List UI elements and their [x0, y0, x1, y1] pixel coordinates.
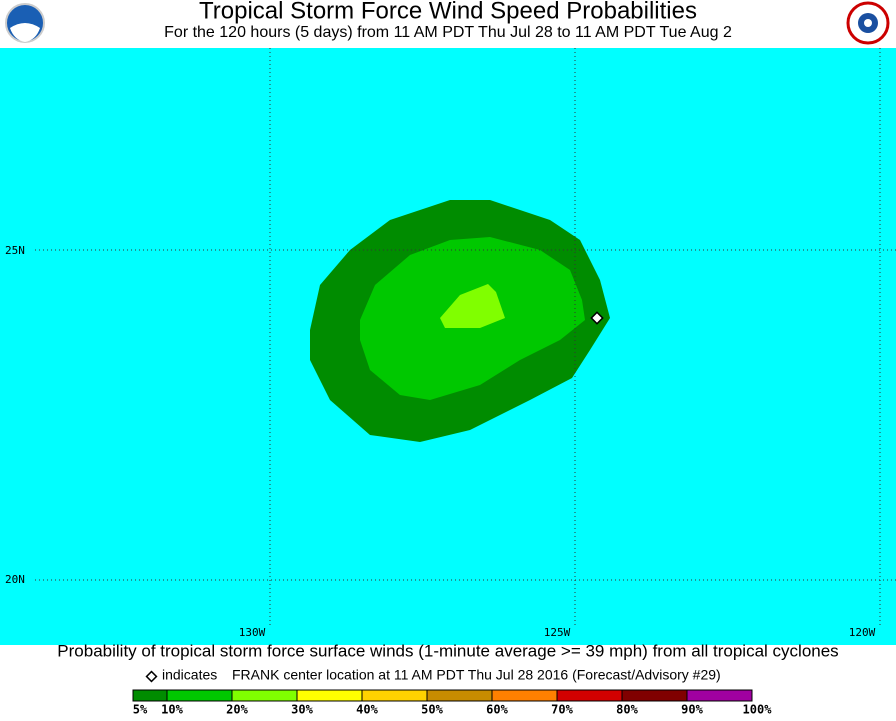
- legend-label: 10%: [161, 703, 183, 717]
- legend-label: 90%: [681, 703, 703, 717]
- legend-swatch: [621, 689, 688, 702]
- graticule: [35, 48, 896, 625]
- legend-label: 20%: [226, 703, 248, 717]
- storm-center: [590, 311, 604, 325]
- caption: Probability of tropical storm force surf…: [57, 641, 838, 660]
- legend-label: 100%: [743, 703, 773, 717]
- legend-label: 40%: [356, 703, 378, 717]
- legend-label: 50%: [421, 703, 443, 717]
- legend-swatch: [491, 689, 558, 702]
- legend-label: 5%: [133, 703, 148, 717]
- prob-20-30: [440, 284, 505, 328]
- indicator-word: indicates: [162, 667, 217, 683]
- title: Tropical Storm Force Wind Speed Probabil…: [199, 0, 697, 24]
- legend-swatch: [166, 689, 233, 702]
- indicator-icon: [145, 670, 158, 683]
- legend-label: 70%: [551, 703, 573, 717]
- noaa-logo: [5, 3, 45, 43]
- legend: 5% 10% 20% 30% 40% 50% 60% 70% 80% 90% 100%: [132, 689, 773, 717]
- indicator-text: FRANK center location at 11 AM PDT Thu J…: [232, 667, 721, 683]
- lat-label: 20N: [5, 573, 25, 586]
- subtitle: For the 120 hours (5 days) from 11 AM PD…: [164, 24, 732, 41]
- nws-logo: [846, 1, 890, 45]
- legend-swatch: [231, 689, 298, 702]
- legend-swatch: [556, 689, 623, 702]
- lon-label: 120W: [849, 626, 876, 639]
- legend-swatch: [686, 689, 753, 702]
- legend-swatch: [296, 689, 363, 702]
- lon-label: 125W: [544, 626, 571, 639]
- legend-swatch: [426, 689, 493, 702]
- legend-label: 80%: [616, 703, 638, 717]
- lon-label: 130W: [239, 626, 266, 639]
- legend-swatch: [132, 689, 168, 702]
- legend-label: 30%: [291, 703, 313, 717]
- legend-label: 60%: [486, 703, 508, 717]
- legend-swatch: [361, 689, 428, 702]
- lat-label: 25N: [5, 244, 25, 257]
